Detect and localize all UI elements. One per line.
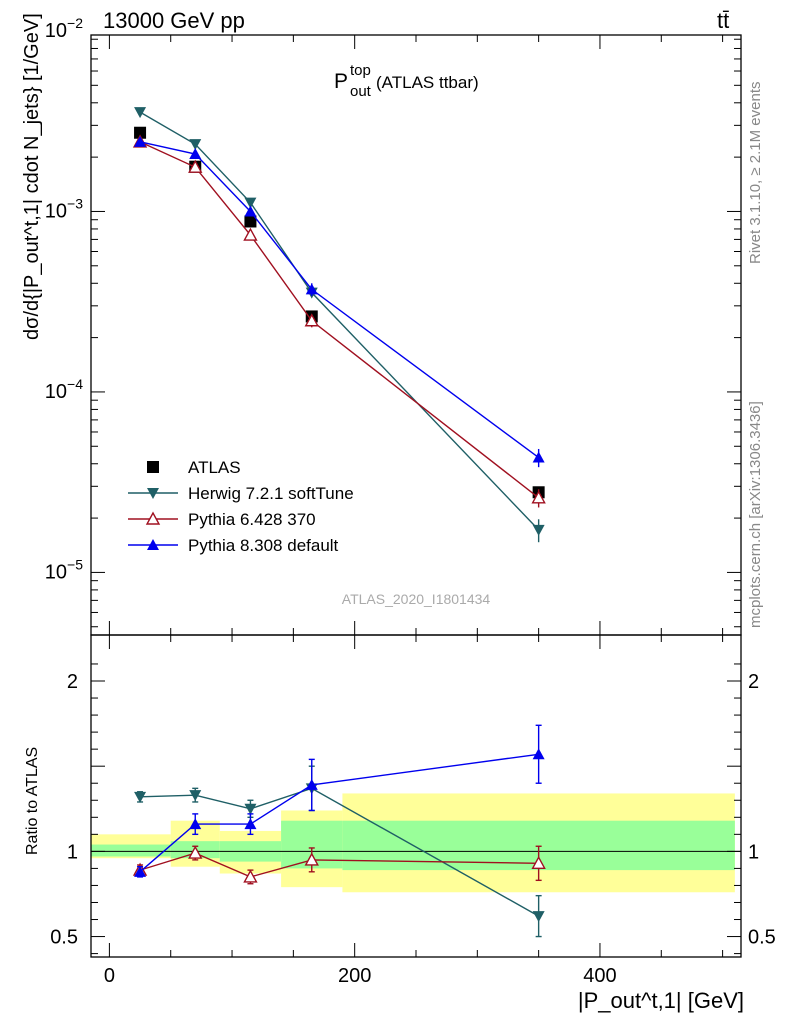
pythia6-point [243,227,258,241]
x-axis-label: |P_out^t,1| [GeV] [578,988,744,1013]
mcplots-label: mcplots.cern.ch [arXiv:1306.3436] [747,401,764,628]
ratio-y-tick-label: 1 [67,841,78,863]
ratio-pythia6-point [531,855,546,869]
ratio-y-tick-label: 0.5 [50,927,78,949]
rivet-label: Rivet 3.1.10, ≥ 2.1M events [747,82,764,265]
legend-data-marker [147,461,159,473]
y-tick-label: 10−4 [45,376,83,403]
ratio-pythia6-point [243,869,258,883]
ratio-band-inner [91,844,171,857]
ratio-y-tick-label-right: 2 [748,671,759,693]
main-panel-series [132,107,546,543]
pythia8-point [134,135,147,147]
ratio-pythia6-point [304,852,319,866]
legend-pythia6-marker [145,511,161,525]
pythia8-point [244,205,257,217]
ratio-pythia8-point [532,748,545,760]
y-axis-label-ratio: Ratio to ATLAS [24,747,41,855]
legend-pythia8-marker [147,539,159,550]
pythia8-line [139,141,540,459]
y-axis-label-main: dσ/d{|P_out^t,1| cdot N_jets} [1/GeV] [21,13,43,340]
legend-pythia8-label: Pythia 8.308 default [188,536,339,555]
legend-herwig-label: Herwig 7.2.1 softTune [188,484,354,503]
plot-title: P top out (ATLAS ttbar) [334,62,479,100]
ratio-pythia8-point [305,778,318,790]
herwig-point [244,197,257,209]
ratio-uncertainty-bands [91,793,735,893]
ratio-pythia8-point [189,818,202,830]
herwig-point [134,107,147,119]
ratio-pythia6-point [188,845,203,859]
herwig-point [532,524,545,536]
pythia8-point [305,283,318,295]
y-tick-label: 10−2 [45,15,83,42]
ratio-herwig-point [532,911,545,923]
header-energy: 13000 GeV pp [103,8,245,33]
pythia6-point [188,159,203,173]
x-tick-label: 200 [338,965,371,987]
x-tick-label: 0 [104,965,115,987]
ratio-herwig-point [244,803,257,815]
herwig-point [189,139,202,151]
title-rest: (ATLAS ttbar) [376,73,479,92]
ratio-y-tick-label-right: 0.5 [748,927,776,949]
ratio-y-tick-label: 2 [67,671,78,693]
legend-herwig-marker [147,488,159,499]
pythia8-point [189,148,202,160]
analysis-watermark: ATLAS_2020_I1801434 [342,591,491,607]
data-point [244,215,257,228]
legend-data-label: ATLAS [188,458,241,477]
title-sup: top [350,62,371,79]
ratio-herwig-point [189,790,202,802]
header-process: tt̄ [717,8,729,33]
y-tick-label: 10−5 [45,556,83,583]
title-sub: out [350,83,372,100]
ratio-panel-series [132,724,546,938]
data-point [134,126,147,139]
ratio-y-tick-label-right: 1 [748,841,759,863]
pythia6-line [139,141,540,499]
pythia6-point [531,490,546,504]
pythia6-point [304,313,319,327]
y-tick-label: 10−3 [45,195,83,222]
ratio-herwig-point [134,791,147,803]
title-main: P [334,70,348,93]
ratio-pythia8-point [244,818,257,830]
x-tick-label: 400 [583,965,616,987]
legend-pythia6-label: Pythia 6.428 370 [188,510,316,529]
legend: ATLAS Herwig 7.2.1 softTune Pythia 6.428 3… [128,458,354,555]
pythia8-point [532,451,545,463]
axes: 0 200 400 10−5 10−4 10−3 10−2 0.5 0.5 1 1 2 2 [45,15,776,987]
ratio-pythia8-point [134,865,147,877]
